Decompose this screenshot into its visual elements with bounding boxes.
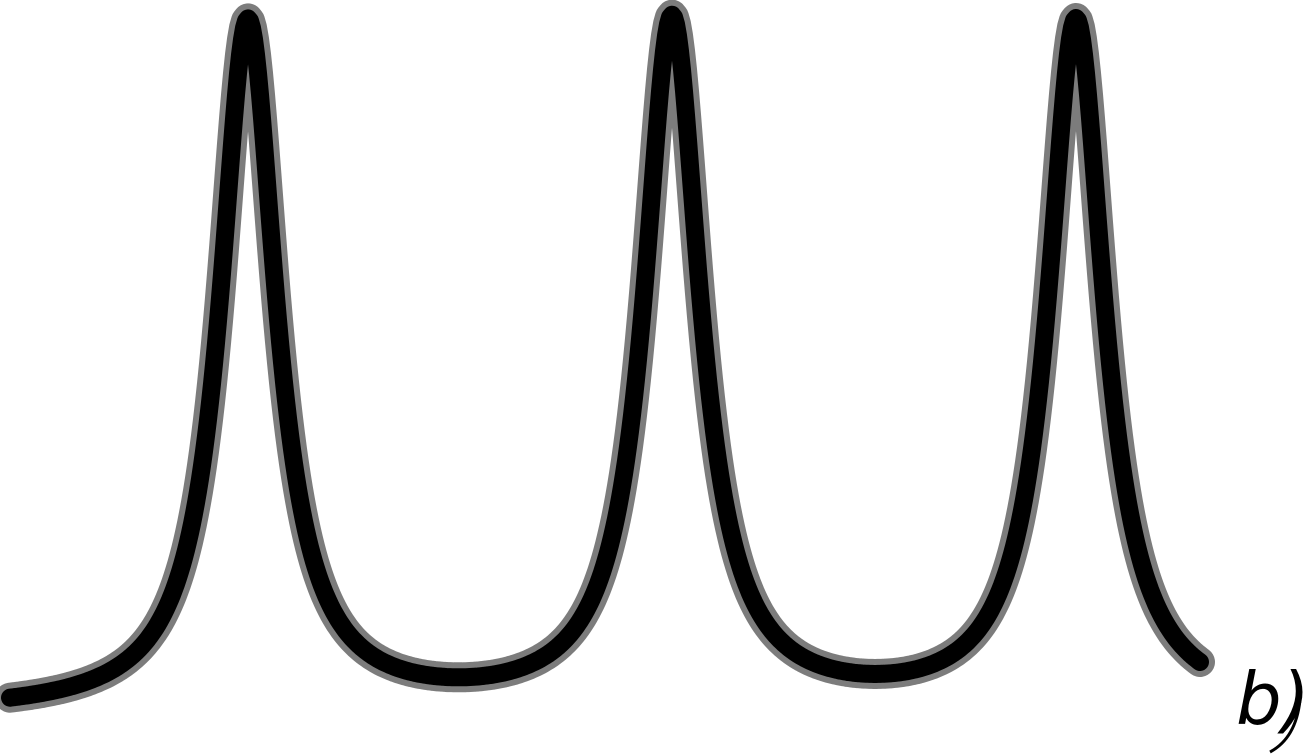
curve-band bbox=[10, 15, 1200, 698]
figure-label: b) bbox=[1236, 657, 1310, 741]
page: {"label": "b)"} b) (() => { const data =… bbox=[0, 0, 1314, 756]
transmission-curve bbox=[10, 15, 1200, 698]
figure: b) bbox=[0, 0, 1314, 756]
